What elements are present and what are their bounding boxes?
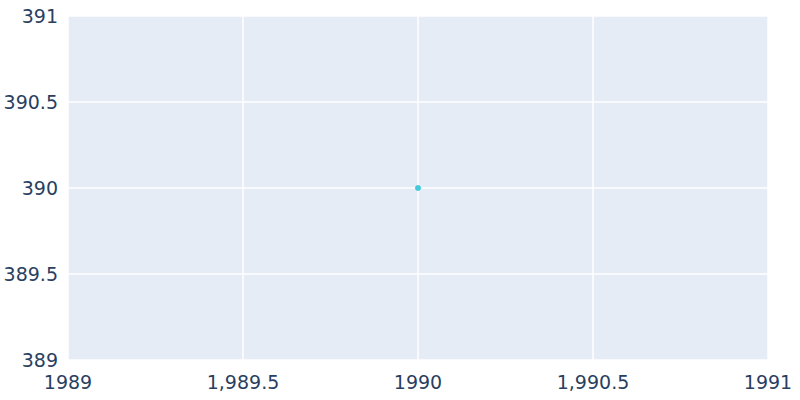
svg-text:390: 390	[22, 177, 58, 199]
svg-text:1,989.5: 1,989.5	[207, 371, 280, 393]
svg-text:390.5: 390.5	[4, 91, 58, 113]
svg-text:389: 389	[22, 349, 58, 371]
svg-text:389.5: 389.5	[4, 263, 58, 285]
svg-text:1989: 1989	[44, 371, 92, 393]
svg-text:1990: 1990	[394, 371, 442, 393]
svg-text:1,990.5: 1,990.5	[557, 371, 630, 393]
svg-text:1991: 1991	[744, 371, 792, 393]
svg-text:391: 391	[22, 5, 58, 27]
